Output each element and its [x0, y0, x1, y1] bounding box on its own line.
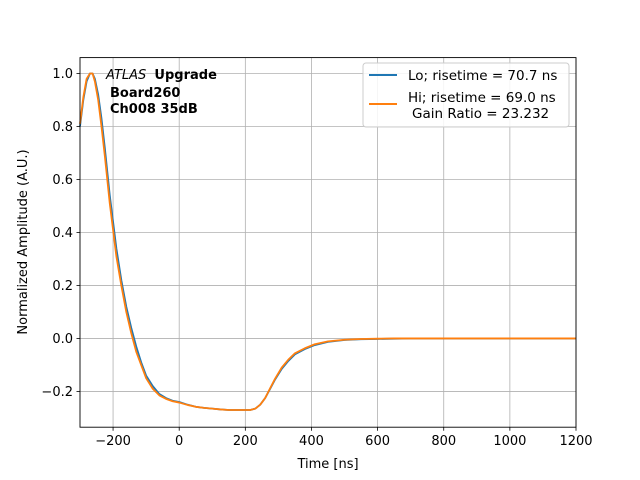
annotation-line1: ATLAS Upgrade [105, 68, 217, 83]
x-tick-label: 600 [365, 434, 390, 449]
atlas-annotation: ATLAS Upgrade Board260 Ch008 35dB [105, 68, 217, 117]
legend-label-hi: Hi; risetime = 69.0 ns [408, 90, 556, 106]
annotation-line2: Board260 [110, 86, 180, 101]
x-tick-label: 0 [175, 434, 183, 449]
x-tick-label: 200 [233, 434, 258, 449]
x-axis-label: Time [ns] [296, 457, 358, 472]
annotation-experiment: ATLAS [105, 68, 146, 83]
y-tick-label: 0.6 [52, 173, 73, 188]
x-tick-label: 1000 [493, 434, 526, 449]
ticks: −200 0 200 400 600 800 1000 1200 −0.2 0.0 0.2 0.4 0.… [41, 67, 592, 449]
x-tick-label: −200 [95, 434, 131, 449]
y-tick-label: 1.0 [52, 67, 73, 82]
x-tick-label: 1200 [559, 434, 592, 449]
legend-box [362, 62, 570, 128]
annotation-line3: Ch008 35dB [110, 102, 198, 117]
x-tick-label: 800 [431, 434, 456, 449]
y-tick-label: 0.0 [52, 332, 73, 347]
x-tick-label: 400 [299, 434, 324, 449]
y-tick-label: 0.8 [52, 120, 73, 135]
series-lines [79, 72, 576, 411]
y-tick-label: −0.2 [41, 385, 73, 400]
legend-label-lo: Lo; risetime = 70.7 ns [408, 68, 557, 84]
series-line-1 [79, 72, 576, 411]
legend-label-hi-gain: Gain Ratio = 23.232 [412, 106, 549, 122]
annotation-tag: Upgrade [154, 68, 217, 83]
plot-frame [79, 57, 577, 428]
y-tick-label: 0.2 [52, 279, 73, 294]
legend: Lo; risetime = 70.7 ns Hi; risetime = 69… [362, 62, 570, 128]
y-tick-label: 0.4 [52, 226, 73, 241]
y-axis-label: Normalized Amplitude (A.U.) [16, 149, 31, 334]
